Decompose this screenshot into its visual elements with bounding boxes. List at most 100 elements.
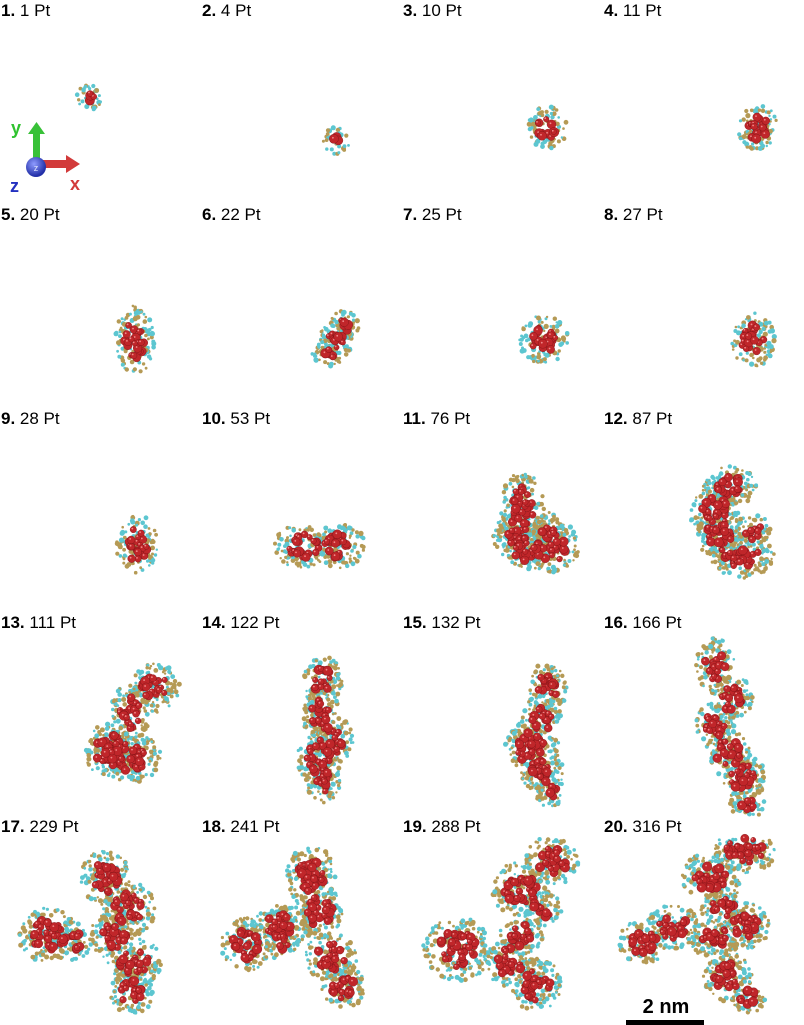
panel-14: 14. 122 Pt: [201, 613, 402, 817]
y-axis-label: y: [11, 118, 21, 139]
panel-9: 9. 28 Pt: [0, 409, 201, 613]
panel-index: 8.: [604, 205, 618, 224]
panel-atom-count: 25 Pt: [422, 205, 462, 224]
nanocluster-image: [603, 613, 804, 817]
panel-title: 10. 53 Pt: [202, 409, 270, 429]
scale-bar-label: 2 nm: [626, 996, 706, 1018]
panel-index: 1.: [1, 1, 15, 20]
panel-atom-count: 87 Pt: [632, 409, 672, 428]
panel-index: 19.: [403, 817, 427, 836]
panel-title: 3. 10 Pt: [403, 1, 462, 21]
panel-title: 4. 11 Pt: [604, 1, 661, 21]
nanocluster-image: [201, 613, 402, 817]
panel-index: 9.: [1, 409, 15, 428]
panel-atom-count: 28 Pt: [20, 409, 60, 428]
nanocluster-image: [0, 613, 201, 817]
panel-17: 17. 229 Pt: [0, 817, 201, 1021]
panel-title: 15. 132 Pt: [403, 613, 481, 633]
panel-8: 8. 27 Pt: [603, 205, 804, 409]
panel-title: 16. 166 Pt: [604, 613, 682, 633]
panel-atom-count: 10 Pt: [422, 1, 462, 20]
panel-atom-count: 111 Pt: [29, 613, 76, 632]
nanocluster-image: [402, 613, 603, 817]
nanocluster-image: [603, 1, 804, 205]
panel-title: 5. 20 Pt: [1, 205, 60, 225]
panel-atom-count: 316 Pt: [632, 817, 681, 836]
nanocluster-image: [201, 205, 402, 409]
panel-title: 18. 241 Pt: [202, 817, 280, 837]
panel-title: 20. 316 Pt: [604, 817, 682, 837]
nanocluster-image: [402, 817, 603, 1021]
panel-18: 18. 241 Pt: [201, 817, 402, 1021]
nanocluster-image: [402, 409, 603, 613]
panel-atom-count: 76 Pt: [430, 409, 470, 428]
nanocluster-image: [201, 409, 402, 613]
nanocluster-image: [0, 205, 201, 409]
panel-index: 7.: [403, 205, 417, 224]
panel-index: 11.: [403, 409, 426, 428]
panel-index: 20.: [604, 817, 628, 836]
nanocluster-image: [201, 1, 402, 205]
x-axis-label: x: [70, 174, 80, 195]
panel-atom-count: 27 Pt: [623, 205, 663, 224]
panel-index: 17.: [1, 817, 25, 836]
panel-title: 7. 25 Pt: [403, 205, 462, 225]
panel-index: 5.: [1, 205, 15, 224]
panel-15: 15. 132 Pt: [402, 613, 603, 817]
panel-title: 13. 111 Pt: [1, 613, 76, 633]
nanocluster-image: [0, 409, 201, 613]
panel-atom-count: 4 Pt: [221, 1, 251, 20]
panel-atom-count: 288 Pt: [431, 817, 480, 836]
nanocluster-image: [201, 817, 402, 1021]
panel-atom-count: 229 Pt: [29, 817, 78, 836]
panel-title: 17. 229 Pt: [1, 817, 79, 837]
panel-title: 19. 288 Pt: [403, 817, 481, 837]
panel-title: 1. 1 Pt: [1, 1, 50, 21]
panel-atom-count: 166 Pt: [632, 613, 681, 632]
panel-13: 13. 111 Pt: [0, 613, 201, 817]
nanocluster-image: [0, 817, 201, 1021]
nanocluster-image: [603, 205, 804, 409]
panel-16: 16. 166 Pt: [603, 613, 804, 817]
panel-index: 12.: [604, 409, 628, 428]
panel-atom-count: 11 Pt: [623, 1, 661, 20]
panel-title: 8. 27 Pt: [604, 205, 663, 225]
panel-10: 10. 53 Pt: [201, 409, 402, 613]
z-axis-label: z: [10, 176, 19, 197]
panel-atom-count: 22 Pt: [221, 205, 261, 224]
panel-index: 6.: [202, 205, 216, 224]
panel-index: 10.: [202, 409, 226, 428]
panel-index: 3.: [403, 1, 417, 20]
panel-title: 14. 122 Pt: [202, 613, 280, 633]
nanocluster-image: [603, 409, 804, 613]
panel-index: 14.: [202, 613, 226, 632]
panel-12: 12. 87 Pt: [603, 409, 804, 613]
nanocluster-image: [402, 1, 603, 205]
panel-atom-count: 241 Pt: [230, 817, 279, 836]
nanocluster-image: [603, 817, 804, 1021]
panel-atom-count: 122 Pt: [230, 613, 279, 632]
panel-atom-count: 132 Pt: [431, 613, 480, 632]
panel-title: 2. 4 Pt: [202, 1, 251, 21]
panel-index: 18.: [202, 817, 226, 836]
panel-title: 6. 22 Pt: [202, 205, 261, 225]
nanocluster-image: [402, 205, 603, 409]
panel-index: 2.: [202, 1, 216, 20]
panel-3: 3. 10 Pt: [402, 1, 603, 205]
panel-2: 2. 4 Pt: [201, 1, 402, 205]
panel-4: 4. 11 Pt: [603, 1, 804, 205]
panel-index: 16.: [604, 613, 628, 632]
panel-atom-count: 20 Pt: [20, 205, 60, 224]
panel-5: 5. 20 Pt: [0, 205, 201, 409]
panel-7: 7. 25 Pt: [402, 205, 603, 409]
panel-19: 19. 288 Pt: [402, 817, 603, 1021]
panel-6: 6. 22 Pt: [201, 205, 402, 409]
panel-atom-count: 53 Pt: [230, 409, 270, 428]
panel-20: 20. 316 Pt: [603, 817, 804, 1021]
panel-index: 15.: [403, 613, 427, 632]
panel-11: 11. 76 Pt: [402, 409, 603, 613]
panel-index: 4.: [604, 1, 618, 20]
panel-title: 9. 28 Pt: [1, 409, 60, 429]
panel-title: 11. 76 Pt: [403, 409, 470, 429]
